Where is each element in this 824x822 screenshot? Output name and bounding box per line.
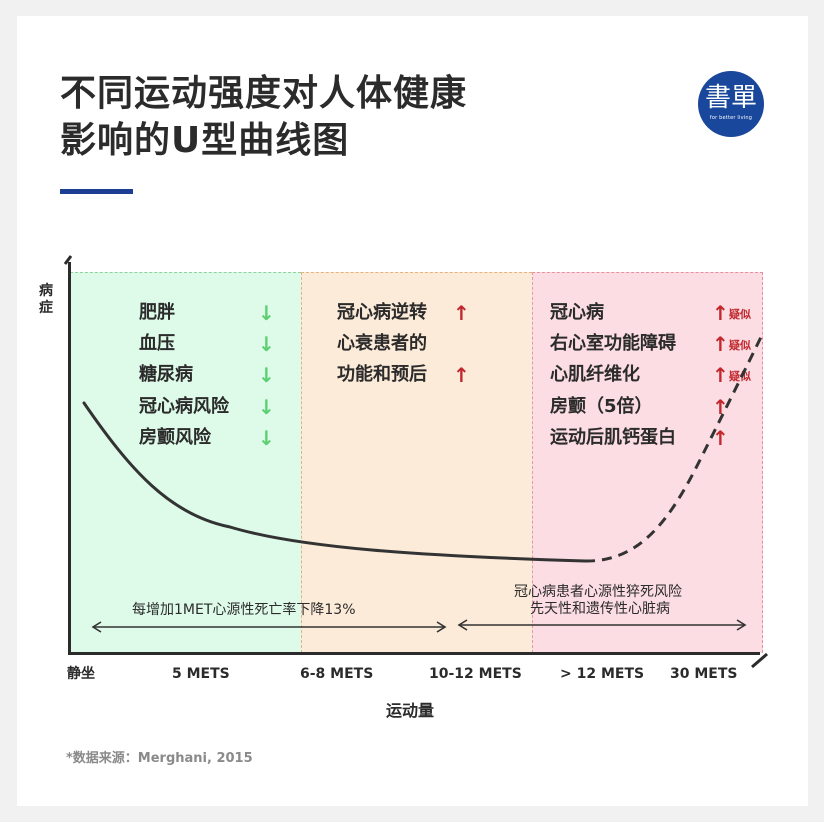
effect-label: 血压 xyxy=(139,333,175,354)
down-arrow-icon: ↓ xyxy=(258,426,275,450)
down-arrow-icon: ↓ xyxy=(258,363,275,387)
source-note: *数据来源：Merghani, 2015 xyxy=(66,751,253,766)
x-tick-label: 6-8 METS xyxy=(300,666,374,682)
zone-moderate xyxy=(70,272,301,653)
suspect-note: 疑似 xyxy=(729,370,751,383)
brand-logo: 書單 for better living xyxy=(698,71,764,137)
x-tick-label: 30 METS xyxy=(670,666,738,682)
left-range-annotation: 每增加1MET心源性死亡率下降13% xyxy=(132,602,356,618)
x-tick-label: 静坐 xyxy=(67,666,95,682)
up-arrow-icon: ↑ xyxy=(712,426,729,450)
x-tick-label: 10-12 METS xyxy=(429,666,522,682)
effect-label: 冠心病风险 xyxy=(139,396,229,417)
title-line-2: 影响的U型曲线图 xyxy=(60,120,350,161)
x-tick-label: > 12 METS xyxy=(560,666,645,682)
right-range-annotation-2: 先天性和遗传性心脏病 xyxy=(530,601,670,617)
logo-tagline: for better living xyxy=(709,115,753,121)
x-axis-label: 运动量 xyxy=(385,701,434,720)
zone-high xyxy=(301,272,532,653)
suspect-note: 疑似 xyxy=(729,308,751,321)
suspect-note: 疑似 xyxy=(729,339,751,352)
effect-label: 房颤风险 xyxy=(139,427,211,448)
x-axis-cap-icon xyxy=(751,652,768,669)
effect-label: 肥胖 xyxy=(139,302,175,323)
up-arrow-icon: ↑ xyxy=(712,301,729,325)
title-line-1: 不同运动强度对人体健康 xyxy=(60,73,468,114)
up-arrow-icon: ↑ xyxy=(712,332,729,356)
up-arrow-icon: ↑ xyxy=(453,363,470,387)
y-axis-cap-icon xyxy=(64,255,73,265)
down-arrow-icon: ↓ xyxy=(258,395,275,419)
x-tick-label: 5 METS xyxy=(172,666,230,682)
up-arrow-icon: ↑ xyxy=(712,363,729,387)
effect-label: 功能和预后 xyxy=(337,364,427,385)
up-arrow-icon: ↑ xyxy=(453,301,470,325)
down-arrow-icon: ↓ xyxy=(258,301,275,325)
right-range-annotation-1: 冠心病患者心源性猝死风险 xyxy=(514,584,682,600)
x-axis xyxy=(68,652,760,655)
effect-label: 运动后肌钙蛋白 xyxy=(550,427,676,448)
title-underline xyxy=(60,189,133,194)
effect-label: 糖尿病 xyxy=(139,364,193,385)
effect-label: 心肌纤维化 xyxy=(550,364,640,385)
up-arrow-icon: ↑ xyxy=(712,395,729,419)
effect-label: 右心室功能障碍 xyxy=(550,333,676,354)
logo-text: 書單 xyxy=(704,83,757,113)
y-axis xyxy=(68,262,71,654)
page-title: 不同运动强度对人体健康 影响的U型曲线图 xyxy=(60,70,467,164)
effect-label: 冠心病 xyxy=(550,302,604,323)
effect-label: 心衰患者的 xyxy=(337,333,427,354)
y-axis-label: 病症 xyxy=(39,283,53,316)
down-arrow-icon: ↓ xyxy=(258,332,275,356)
effect-label: 房颤（5倍） xyxy=(550,396,653,417)
effect-label: 冠心病逆转 xyxy=(337,302,427,323)
